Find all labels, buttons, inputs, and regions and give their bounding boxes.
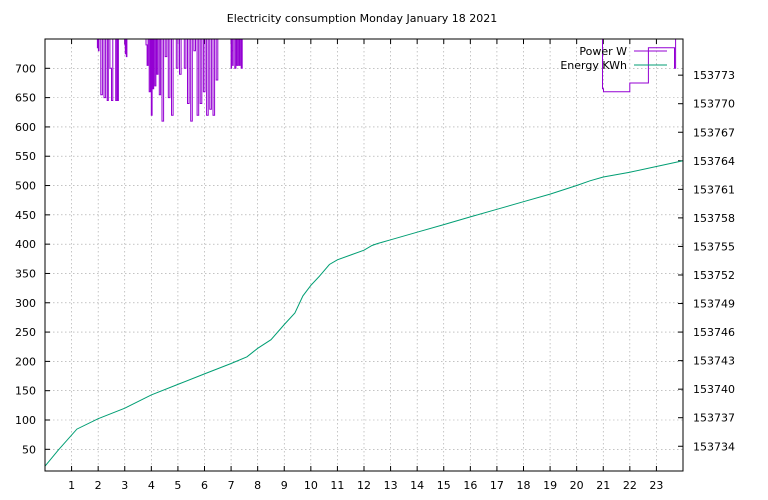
y-right-tick-label: 153755 [693, 240, 735, 253]
series-line-energy [44, 160, 684, 467]
y-left-tick-label: 350 [15, 267, 36, 280]
y-left-tick-label: 150 [15, 385, 36, 398]
y-left-tick-label: 100 [15, 414, 36, 427]
y-right-tick-label: 153734 [693, 440, 735, 453]
x-tick-label: 23 [649, 479, 663, 492]
plot-border [44, 38, 684, 472]
y-right-tick-label: 153773 [693, 69, 735, 82]
x-tick-label: 13 [384, 479, 398, 492]
y-right-tick-label: 153761 [693, 183, 735, 196]
y-right-tick-label: 153764 [693, 155, 735, 168]
y-left-tick-label: 200 [15, 355, 36, 368]
x-axis: 1 2 3 4 5 6 7 8 9 10 11 12 13 14 15 16 17 18 19 20 21 22 23 [68, 39, 663, 492]
x-tick-label: 6 [201, 479, 208, 492]
x-tick-label: 1 [68, 479, 75, 492]
x-tick-label: 8 [254, 479, 261, 492]
x-tick-label: 12 [357, 479, 371, 492]
y-right-tick-label: 153746 [693, 326, 735, 339]
y-right-tick-label: 153770 [693, 98, 735, 111]
x-tick-label: 16 [463, 479, 477, 492]
x-tick-label: 17 [490, 479, 504, 492]
y-right-tick-label: 153740 [693, 383, 735, 396]
y-right-tick-label: 153767 [693, 126, 735, 139]
x-tick-label: 7 [228, 479, 235, 492]
y-left-tick-label: 700 [15, 62, 36, 75]
x-tick-label: 10 [304, 479, 318, 492]
grid-lines [45, 39, 683, 471]
x-tick-label: 11 [330, 479, 344, 492]
y-left-tick-label: 250 [15, 326, 36, 339]
x-tick-label: 5 [174, 479, 181, 492]
y-left-tick-label: 450 [15, 209, 36, 222]
legend: Power W Energy KWh [560, 45, 667, 72]
y-left-tick-label: 50 [22, 443, 36, 456]
y-left-tick-label: 500 [15, 180, 36, 193]
chart-title: Electricity consumption Monday January 1… [227, 12, 497, 25]
x-tick-label: 22 [623, 479, 637, 492]
y-right-tick-label: 153752 [693, 269, 735, 282]
x-tick-label: 3 [121, 479, 128, 492]
x-tick-label: 9 [281, 479, 288, 492]
x-tick-label: 14 [410, 479, 424, 492]
x-tick-label: 19 [543, 479, 557, 492]
x-tick-label: 15 [437, 479, 451, 492]
y-right-tick-label: 153749 [693, 298, 735, 311]
legend-label-power: Power W [579, 45, 627, 58]
x-tick-label: 20 [570, 479, 584, 492]
y-axis-left: 50 100 150 200 250 300 350 400 450 500 550 600 650 70… [15, 62, 50, 456]
y-left-tick-label: 600 [15, 121, 36, 134]
y-right-tick-label: 153743 [693, 355, 735, 368]
x-tick-label: 4 [148, 479, 155, 492]
y-axis-right: 153734 153737 153740 153743 153746 153749 1537… [678, 69, 735, 453]
legend-label-energy: Energy KWh [560, 59, 627, 72]
x-tick-label: 18 [517, 479, 531, 492]
y-right-tick-label: 153737 [693, 412, 735, 425]
y-left-tick-label: 300 [15, 297, 36, 310]
x-tick-label: 2 [95, 479, 102, 492]
y-left-tick-label: 550 [15, 150, 36, 163]
x-tick-label: 21 [596, 479, 610, 492]
y-left-tick-label: 400 [15, 238, 36, 251]
y-left-tick-label: 650 [15, 92, 36, 105]
y-right-tick-label: 153758 [693, 212, 735, 225]
